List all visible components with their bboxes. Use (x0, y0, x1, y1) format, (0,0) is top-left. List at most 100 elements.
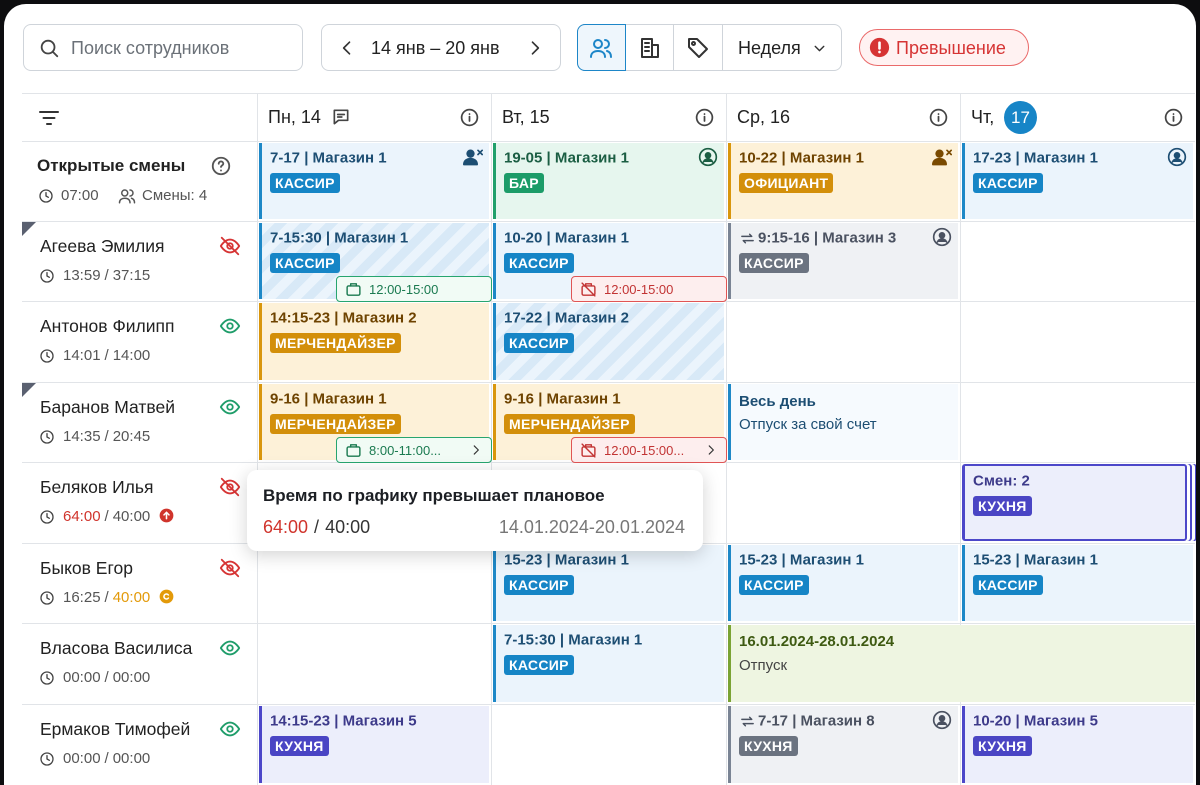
shift-title: 9-16 | Магазин 1 (504, 390, 621, 408)
open-shifts-time: 07:00 (61, 187, 99, 204)
filter-button[interactable] (37, 106, 61, 130)
shift-card[interactable]: 10-20 | Магазин 5 КУХНЯ (962, 706, 1193, 783)
icon-shape (40, 671, 54, 685)
icon-shape (226, 725, 234, 733)
grid-line (22, 623, 1195, 624)
icon-shape (1164, 108, 1183, 127)
role-tag: КАССИР (504, 655, 574, 675)
shift-card[interactable]: 15-23 | Магазин 1 КАССИР (962, 545, 1193, 621)
shift-card[interactable]: 17-23 | Магазин 1 КАССИР (962, 143, 1193, 219)
multi-shift-card[interactable]: Смен: 2 КУХНЯ (962, 464, 1187, 541)
employee-name[interactable]: Агеева Эмилия (40, 236, 165, 256)
role-tag: КАССИР (739, 575, 809, 595)
icon-shape (346, 285, 361, 296)
shift-card[interactable]: 17-22 | Магазин 2 КАССИР (493, 303, 724, 380)
date-range-label: 14 янв – 20 янв (371, 38, 500, 58)
search-box[interactable] (23, 24, 303, 71)
role-tag: КАССИР (504, 333, 574, 353)
vacation-dates: 16.01.2024-28.01.2024 (739, 633, 895, 650)
icon-shape (346, 444, 361, 457)
shift-card[interactable]: 15-23 | Магазин 1 КАССИР (493, 545, 724, 621)
shift-card[interactable]: 10-20 | Магазин 1 КАССИР 12:00-15:00 (493, 223, 727, 302)
shift-card[interactable]: 7-15:30 | Магазин 1 КАССИР 12:00-15:00 (259, 223, 492, 302)
grid-line (22, 382, 1195, 383)
icon-shape (460, 108, 479, 127)
icon-shape (118, 189, 136, 204)
shift-card[interactable]: 7-17 | Магазин 8 КУХНЯ (728, 706, 958, 783)
view-stores-btn[interactable] (625, 24, 674, 71)
hours-worked: 13:59 (63, 267, 101, 284)
shift-card[interactable]: 10-22 | Магазин 1 ОФИЦИАНТ (728, 143, 958, 219)
icon-shape (1171, 158, 1183, 163)
role-tag: КАССИР (973, 173, 1043, 193)
shift-title: 10-20 | Магазин 1 (504, 229, 629, 247)
icon-shape (159, 508, 174, 523)
hours-planned: 14:00 (112, 347, 151, 364)
shift-card[interactable]: 7-15:30 | Магазин 1 КАССИР (493, 625, 724, 702)
icon-shape (581, 282, 596, 297)
absence-card[interactable]: Весь день Отпуск за свой счет (728, 384, 958, 460)
view-mode-chevron (811, 40, 828, 57)
shift-card[interactable]: 19-05 | Магазин 1 БАР (493, 143, 724, 219)
icon-shape (606, 50, 612, 58)
shift-card[interactable]: 9:15-16 | Магазин 3 КАССИР (728, 223, 958, 299)
icon-shape (581, 443, 596, 458)
employee-name[interactable]: Власова Василиса (40, 638, 193, 658)
shift-title: 14:15-23 | Магазин 2 (270, 309, 417, 327)
icon-shape (463, 157, 478, 166)
icon-shape (46, 272, 50, 278)
hours-worked: 14:35 (63, 428, 101, 445)
tooltip-hours: 64:00/40:00 (263, 517, 370, 538)
view-tags-btn[interactable] (674, 24, 723, 71)
icon-shape (45, 192, 49, 198)
shift-card[interactable]: 7-17 | Магазин 1 КАССИР (259, 143, 489, 219)
icon-shape (702, 158, 714, 163)
icon-shape (473, 445, 479, 455)
employee-name[interactable]: Быков Егор (40, 558, 133, 578)
icon-shape (593, 39, 603, 49)
shift-status-icon (1167, 147, 1187, 167)
shift-title-row: 19-05 | Магазин 1 (504, 149, 629, 167)
shift-title: 17-22 | Магазин 2 (504, 309, 629, 327)
role-tag: КУХНЯ (739, 736, 798, 756)
icon-shape (226, 322, 234, 330)
shift-card[interactable]: 9-16 | Магазин 1 МЕРЧЕНДАЙЗЕР 12:00-15:00.… (493, 384, 727, 463)
hours-alert-icon (159, 508, 174, 523)
employee-name[interactable]: Антонов Филипп (40, 316, 175, 336)
day-info-icon (1163, 107, 1184, 128)
hours-worked: 64:00 (63, 508, 101, 525)
shift-card[interactable]: 14:15-23 | Магазин 2 МЕРЧЕНДАЙЗЕР (259, 303, 489, 380)
shift-title-row: 7-15:30 | Магазин 1 (504, 631, 642, 649)
role-tag: ОФИЦИАНТ (739, 173, 834, 193)
hours-separator: / (104, 669, 109, 686)
icon-shape (935, 149, 944, 158)
shift-card[interactable]: 14:15-23 | Магазин 5 КУХНЯ (259, 706, 489, 783)
hours-separator: / (104, 508, 109, 525)
employee-name[interactable]: Беляков Илья (40, 477, 154, 497)
role-tag: КУХНЯ (973, 736, 1032, 756)
icon-shape (163, 593, 170, 600)
shift-card[interactable]: 15-23 | Магазин 1 КАССИР (728, 545, 958, 621)
shift-title-row: 14:15-23 | Магазин 5 (270, 712, 417, 730)
role-tag: МЕРЧЕНДАЙЗЕР (504, 414, 635, 434)
break-time: 12:00-15:00... (604, 443, 685, 459)
employee-hours: 16:25/40:00 (63, 589, 174, 606)
employee-name[interactable]: Ермаков Тимофей (40, 719, 191, 739)
day-info-icon (928, 107, 949, 128)
icon-shape (130, 197, 136, 204)
view-mode[interactable]: Неделя (738, 38, 801, 58)
employee-name[interactable]: Баранов Матвей (40, 397, 175, 417)
shift-title: 9:15-16 | Магазин 3 (758, 229, 897, 247)
date-range[interactable] (321, 24, 561, 71)
day-info-icon (459, 107, 480, 128)
icon-shape (40, 39, 59, 58)
shift-title: 7-17 | Магазин 1 (270, 149, 387, 167)
people-icon (118, 187, 136, 205)
icon-shape (932, 227, 952, 247)
icon-shape (211, 156, 231, 176)
tooltip-period: 14.01.2024-20.01.2024 (498, 517, 685, 537)
icon-shape (741, 233, 753, 237)
alert-label[interactable]: Превышение (896, 38, 1006, 58)
vacation-card[interactable]: 16.01.2024-28.01.2024 Отпуск (728, 625, 1195, 702)
shift-card[interactable]: 9-16 | Магазин 1 МЕРЧЕНДАЙЗЕР 8:00-11:00..… (259, 384, 492, 463)
